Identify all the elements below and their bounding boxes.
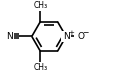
Text: N: N (6, 32, 13, 41)
Text: N: N (62, 32, 69, 41)
Text: +: + (67, 30, 73, 36)
Text: −: − (82, 28, 88, 37)
Text: CH₃: CH₃ (33, 63, 47, 72)
Text: O: O (76, 32, 83, 41)
Text: CH₃: CH₃ (33, 1, 47, 10)
